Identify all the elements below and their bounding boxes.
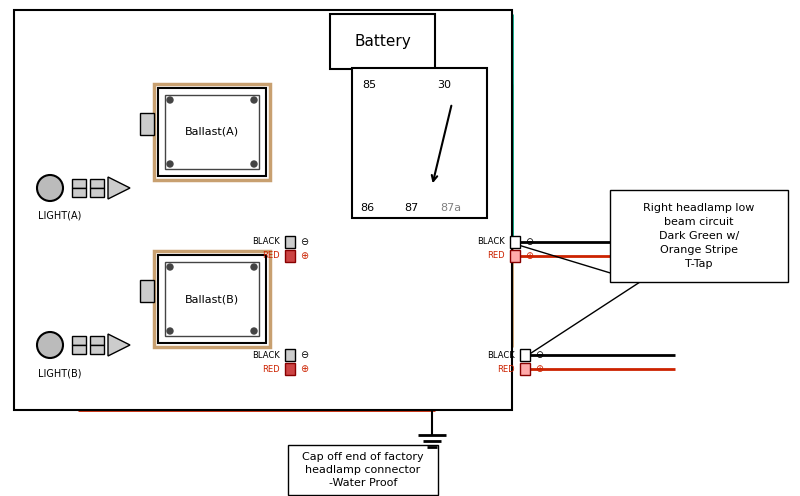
Text: 86: 86 [360,203,374,213]
Text: LIGHT(B): LIGHT(B) [38,368,82,378]
Circle shape [37,175,63,201]
Bar [165,262,259,336]
Bar [72,179,86,188]
Bar [14,10,512,410]
Text: ⊖: ⊖ [525,237,533,247]
Bar [285,236,295,248]
Bar [285,363,295,375]
Text: ⊕: ⊕ [535,364,543,374]
Text: 87a: 87a [440,203,461,213]
Circle shape [251,328,257,334]
Bar [158,255,266,343]
Text: BLACK: BLACK [487,351,515,360]
Bar [330,14,435,69]
Text: RED: RED [262,251,280,260]
Bar [72,336,86,345]
Text: LIGHT(A): LIGHT(A) [38,211,82,221]
Text: ⊕: ⊕ [300,251,308,261]
Bar [610,190,788,282]
Bar [90,179,104,188]
Text: 30: 30 [437,80,451,90]
Text: ⊖: ⊖ [535,350,543,360]
Text: 87: 87 [404,203,418,213]
Text: ⊖: ⊖ [300,237,308,247]
Text: BLACK: BLACK [252,238,280,247]
Text: Ballast(B): Ballast(B) [185,294,239,304]
Bar [285,349,295,361]
Text: Ballast(A): Ballast(A) [185,127,239,137]
Text: RED: RED [487,251,505,260]
Text: BLACK: BLACK [252,351,280,360]
Bar [510,236,520,248]
Polygon shape [108,334,130,356]
Circle shape [251,161,257,167]
Bar [285,250,295,262]
Bar [90,336,104,345]
Text: RED: RED [498,365,515,373]
Bar [510,250,520,262]
Text: RED: RED [262,365,280,373]
Text: Cap off end of factory
headlamp connector
-Water Proof: Cap off end of factory headlamp connecto… [302,452,424,488]
Text: ⊖: ⊖ [300,350,308,360]
Bar [352,68,487,218]
Bar [72,345,86,354]
Bar [154,251,270,347]
Text: ⊕: ⊕ [525,251,533,261]
Circle shape [167,264,173,270]
Bar [288,445,438,495]
Bar [140,280,154,302]
Circle shape [251,97,257,103]
Text: 85: 85 [362,80,376,90]
Text: Battery: Battery [354,34,411,49]
Circle shape [167,328,173,334]
Bar [90,188,104,197]
Bar [72,188,86,197]
Bar [520,349,530,361]
Bar [165,95,259,169]
Bar [140,113,154,135]
Circle shape [37,332,63,358]
Bar [154,84,270,180]
Text: BLACK: BLACK [478,238,505,247]
Polygon shape [108,177,130,199]
Circle shape [167,97,173,103]
Circle shape [167,161,173,167]
Bar [90,345,104,354]
Text: ⊕: ⊕ [300,364,308,374]
Bar [158,88,266,176]
Bar [520,363,530,375]
Text: Right headlamp low
beam circuit
Dark Green w/
Orange Stripe
T-Tap: Right headlamp low beam circuit Dark Gre… [643,203,754,269]
Circle shape [251,264,257,270]
